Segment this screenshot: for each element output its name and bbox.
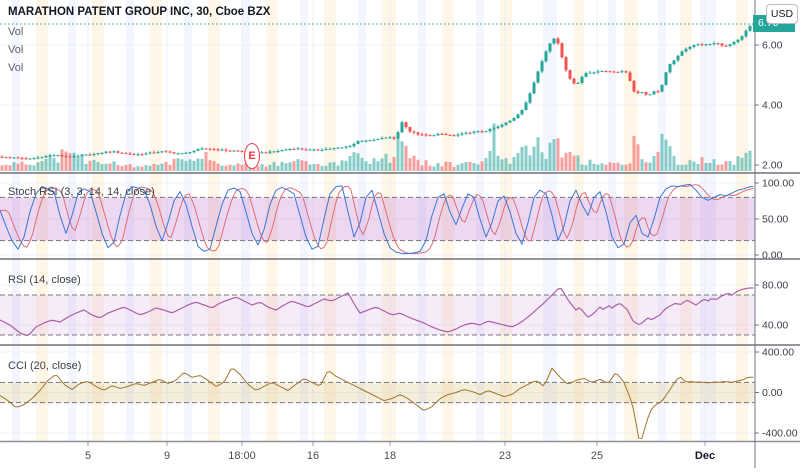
rsi-line [0,287,754,337]
stoch-line [0,183,754,255]
symbol-title[interactable]: MARATHON PATENT GROUP INC, 30, Cboe BZX [8,6,271,18]
volume-indicator-label-3[interactable]: Vol [8,62,24,74]
svg-text:23: 23 [499,450,511,462]
volume-indicator-label-1[interactable]: Vol [8,26,24,38]
stoch-rsi-pane-label[interactable]: Stoch RSI (3, 3, 14, 14, close) [8,186,155,198]
svg-text:18:00: 18:00 [228,450,256,462]
svg-text:25: 25 [591,450,603,462]
rsi-pane-label[interactable]: RSI (14, close) [8,274,81,286]
currency-toggle-button[interactable]: USD [766,4,798,24]
svg-text:9: 9 [164,450,170,462]
svg-text:80.00: 80.00 [762,280,788,292]
cci-line [0,367,754,439]
vertical-gridlines [87,0,706,441]
volume-indicator-label-2[interactable]: Vol [8,44,24,56]
stoch-band [0,196,755,242]
candlestick-series [0,24,752,160]
time-axis[interactable]: 5 9 18:00 16 18 23 25 Dec [85,442,715,462]
price-axis-background[interactable] [755,0,800,472]
svg-text:40.00: 40.00 [762,320,788,332]
session-highlight-stripes [12,0,748,441]
svg-text:400.00: 400.00 [762,347,794,359]
svg-text:4.00: 4.00 [762,100,783,112]
stoch-line [0,184,754,255]
pane-separators[interactable] [0,172,800,443]
svg-text:5: 5 [85,450,91,462]
svg-text:50.00: 50.00 [762,214,788,226]
cci-band [0,381,755,404]
svg-text:-400.00: -400.00 [762,428,798,440]
svg-text:2.00: 2.00 [762,160,783,172]
svg-text:18: 18 [384,450,396,462]
svg-text:16: 16 [307,450,319,462]
volume-bars [0,123,752,171]
svg-text:Dec: Dec [695,450,715,462]
svg-text:6.00: 6.00 [762,40,783,52]
svg-text:0.00: 0.00 [762,387,783,399]
earnings-event-marker[interactable]: E [244,143,260,169]
svg-text:100.00: 100.00 [762,178,794,190]
price-axis-ticks[interactable]: 6.00 4.00 2.00 100.00 50.00 0.00 80.00 40.00 400… [755,40,798,440]
cci-pane-label[interactable]: CCI (20, close) [8,360,82,372]
rsi-band [0,294,755,336]
